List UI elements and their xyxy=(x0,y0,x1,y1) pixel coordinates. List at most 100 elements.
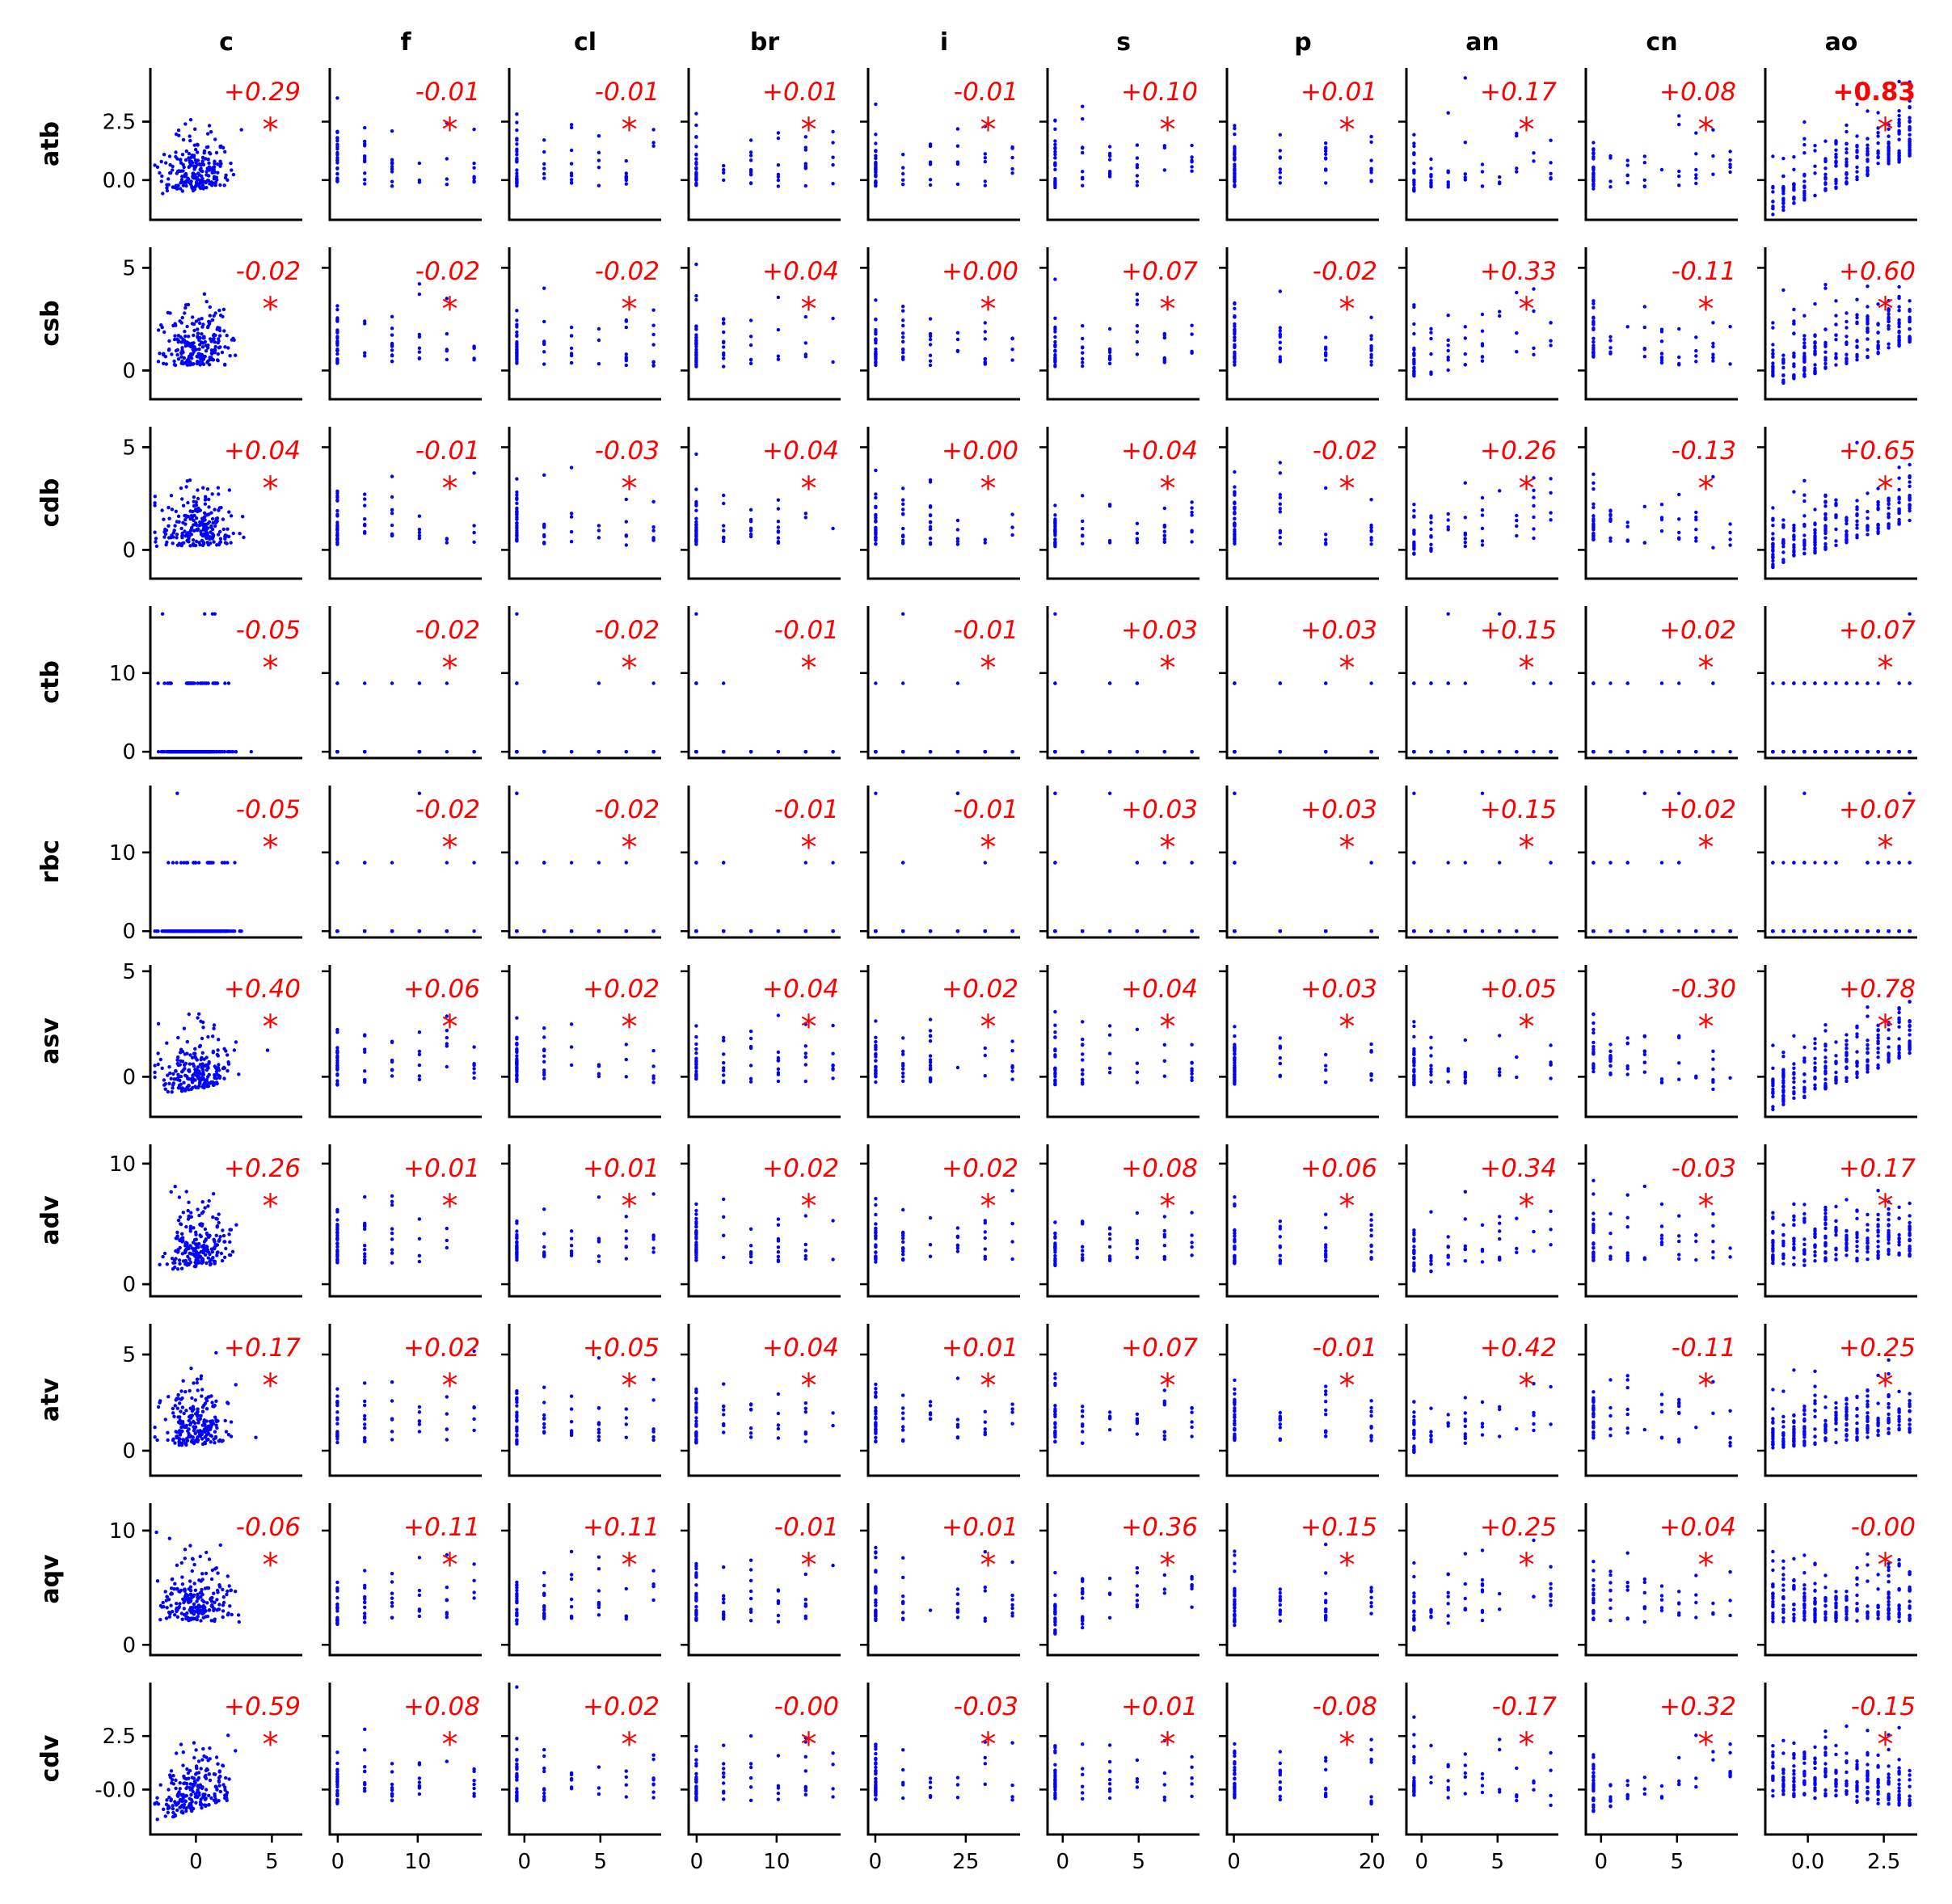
correlation-label: -0.01 xyxy=(954,616,1018,645)
data-point xyxy=(1876,126,1880,130)
data-point xyxy=(241,515,245,519)
correlation-label: +0.60 xyxy=(1839,257,1916,286)
data-point xyxy=(200,353,204,358)
data-point xyxy=(1728,150,1732,154)
data-point xyxy=(1855,165,1859,170)
data-point xyxy=(1135,179,1140,184)
correlation-label: +0.26 xyxy=(1480,436,1557,465)
data-point xyxy=(983,356,988,361)
data-point xyxy=(1162,533,1167,537)
data-point xyxy=(1498,314,1502,318)
data-point xyxy=(651,499,656,503)
data-point xyxy=(694,342,698,346)
data-point xyxy=(1081,750,1085,754)
data-point xyxy=(1802,522,1807,527)
data-point xyxy=(1480,359,1485,363)
data-point xyxy=(180,315,184,320)
subplot-cdb-i: +0.00* xyxy=(860,427,1020,580)
data-point xyxy=(1855,929,1859,933)
data-point xyxy=(928,527,933,532)
data-point xyxy=(335,136,339,140)
data-point xyxy=(1429,157,1433,162)
data-point xyxy=(177,929,182,933)
data-point xyxy=(1897,510,1901,514)
correlation-label: +0.01 xyxy=(762,78,839,107)
data-point xyxy=(165,750,169,754)
axis-spine xyxy=(866,68,1020,221)
data-point xyxy=(1897,929,1901,933)
data-point xyxy=(201,486,205,490)
correlation-label: +0.01 xyxy=(1301,78,1377,107)
data-point xyxy=(1592,336,1596,340)
data-point xyxy=(1813,681,1817,685)
data-point xyxy=(1792,543,1796,547)
data-point xyxy=(983,156,988,160)
data-point xyxy=(192,143,196,147)
data-point xyxy=(1908,317,1912,321)
data-point xyxy=(181,169,185,173)
data-point xyxy=(651,343,656,347)
data-point xyxy=(1694,354,1698,358)
data-point xyxy=(1876,531,1880,535)
data-point xyxy=(1233,512,1237,516)
correlation-label: -0.01 xyxy=(415,436,480,465)
data-point xyxy=(1549,171,1553,175)
data-point xyxy=(1498,929,1502,933)
data-point xyxy=(1463,537,1468,541)
data-point xyxy=(1608,346,1613,350)
data-point xyxy=(569,360,574,365)
data-point xyxy=(748,343,753,348)
data-point xyxy=(210,318,215,322)
data-point xyxy=(170,352,174,356)
data-point xyxy=(1480,162,1485,166)
data-point xyxy=(1876,154,1880,159)
data-point xyxy=(515,137,519,141)
data-point xyxy=(1844,123,1849,128)
data-point xyxy=(928,343,933,347)
data-point xyxy=(569,465,574,470)
data-point xyxy=(472,530,476,535)
data-point xyxy=(180,153,185,157)
data-point xyxy=(1897,681,1901,685)
data-point xyxy=(515,681,519,685)
significance-marker: * xyxy=(622,829,638,866)
data-point xyxy=(177,133,181,137)
data-point xyxy=(624,158,628,163)
data-point xyxy=(1802,179,1807,183)
data-point xyxy=(188,544,192,548)
data-point xyxy=(335,176,339,181)
data-point xyxy=(1659,681,1664,685)
data-point xyxy=(1369,166,1373,171)
data-point xyxy=(1823,750,1828,754)
correlation-label: -0.01 xyxy=(595,78,660,107)
data-point xyxy=(181,137,186,142)
data-point xyxy=(196,352,200,356)
data-point xyxy=(472,929,476,933)
data-point xyxy=(1446,169,1450,173)
data-point xyxy=(1844,533,1849,537)
data-point xyxy=(1711,154,1715,158)
data-point xyxy=(694,293,698,298)
data-point xyxy=(1592,514,1596,518)
data-point xyxy=(1324,141,1328,145)
data-point xyxy=(165,183,169,187)
data-point xyxy=(901,166,905,170)
data-point xyxy=(1855,177,1859,182)
data-point xyxy=(335,138,339,143)
data-point xyxy=(1834,314,1838,318)
data-point xyxy=(1855,352,1859,357)
data-point xyxy=(1728,325,1732,329)
data-point xyxy=(1107,145,1112,149)
data-point xyxy=(1781,357,1785,361)
data-point xyxy=(153,163,157,167)
significance-marker: * xyxy=(263,650,279,687)
data-point xyxy=(1813,750,1817,754)
correlation-label: -0.01 xyxy=(954,78,1018,107)
data-point xyxy=(651,681,656,685)
data-point xyxy=(234,1040,238,1044)
data-point xyxy=(191,188,196,193)
data-point xyxy=(1802,791,1807,795)
data-point xyxy=(1834,681,1838,685)
data-point xyxy=(1081,150,1085,155)
data-point xyxy=(983,321,988,325)
